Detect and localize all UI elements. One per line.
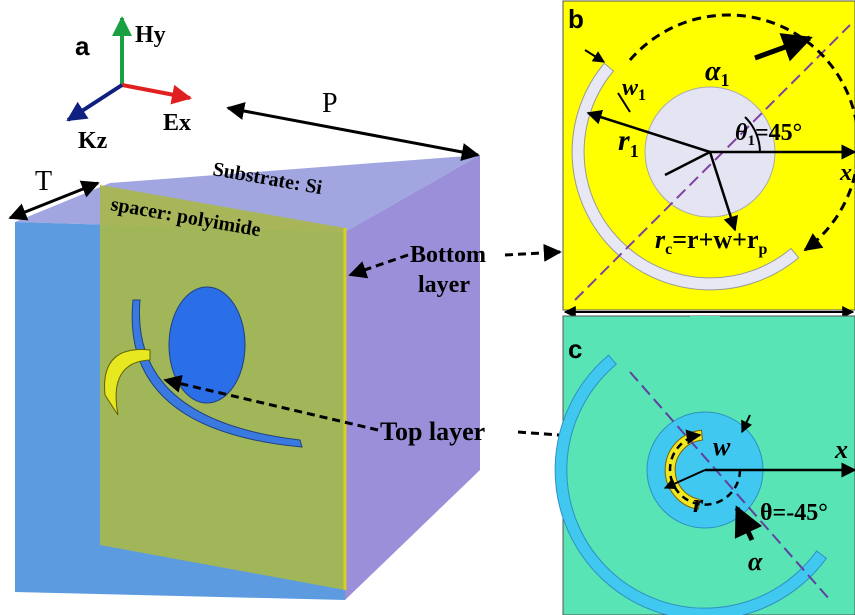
- page: a Hy Ex Kz P T Substrate: Si spacer: pol…: [0, 0, 855, 615]
- rc-label: rc=r+w+rp: [655, 225, 768, 258]
- alpha-label: α: [748, 547, 763, 576]
- axis-label: Kz: [78, 128, 108, 154]
- period-arrow: [228, 108, 478, 155]
- axis-label: Ex: [163, 110, 191, 136]
- bottom-layer-label: Bottom: [410, 242, 486, 268]
- label-backdrop: [690, 316, 720, 338]
- panel-label: c: [568, 334, 582, 364]
- axis-ex: [122, 85, 190, 98]
- axis-label: Hy: [135, 22, 166, 48]
- panel-c: c w x r θ=-45° α: [555, 316, 855, 615]
- panel-label: a: [75, 31, 90, 61]
- r-label: r: [693, 489, 704, 518]
- x-label: x: [839, 160, 852, 186]
- thickness-label: T: [35, 166, 52, 197]
- axis-kz: [68, 85, 122, 120]
- w-label: w: [713, 432, 731, 461]
- theta1-label: θ1=45°: [735, 120, 802, 149]
- theta-label: θ=-45°: [760, 500, 828, 526]
- panel-a: a Hy Ex Kz P T Substrate: Si spacer: pol…: [10, 18, 655, 600]
- figure: a Hy Ex Kz P T Substrate: Si spacer: pol…: [0, 0, 855, 615]
- x-label: x: [834, 435, 848, 464]
- panel-b: b w1 α1 r1 θ1=45° x rc=r+w+rp P: [563, 1, 855, 342]
- bottom-layer-label: layer: [418, 272, 470, 298]
- cube-right: [345, 155, 480, 600]
- panel-label: b: [568, 4, 584, 34]
- top-layer-label: Top layer: [380, 417, 485, 446]
- substrate-disc: [169, 287, 245, 403]
- period-label: P: [322, 88, 338, 119]
- pointer: [505, 252, 560, 255]
